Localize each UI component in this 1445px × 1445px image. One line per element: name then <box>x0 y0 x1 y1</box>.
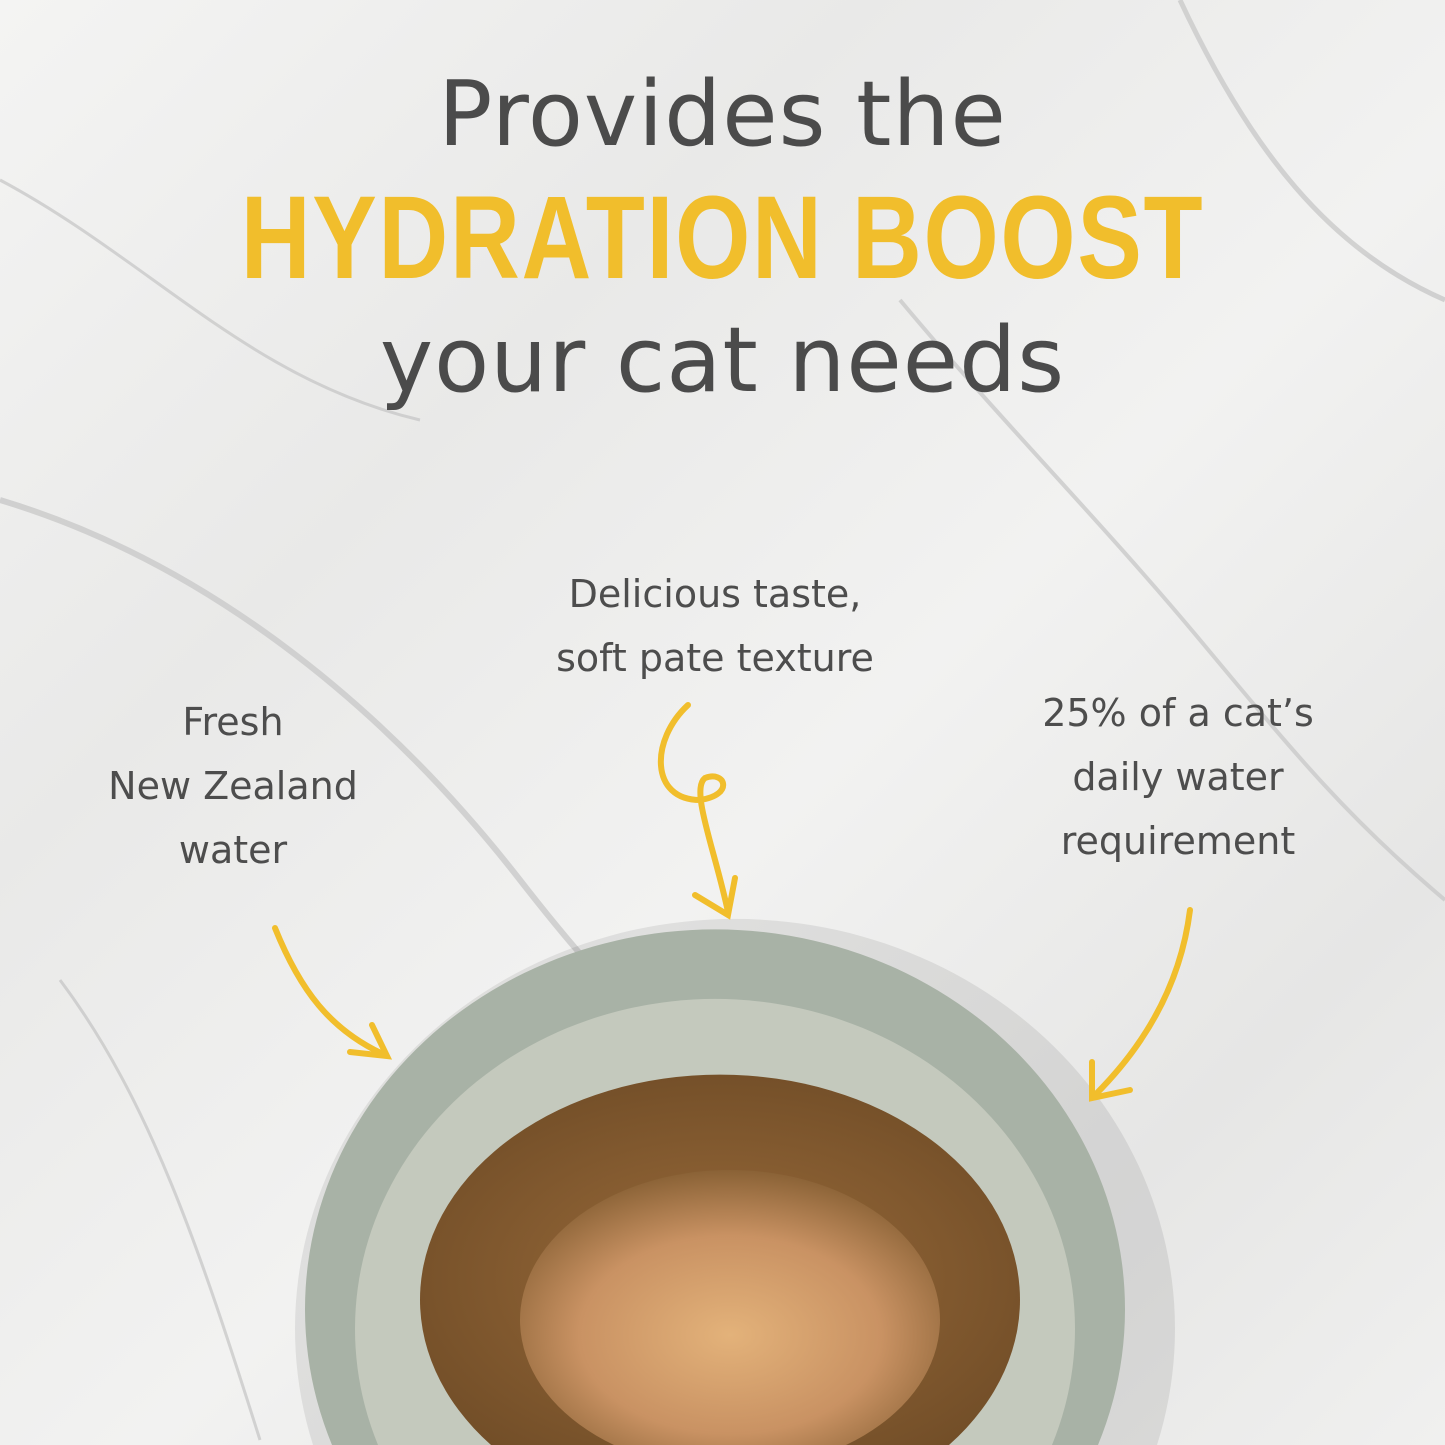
headline-line-1: Provides the <box>438 62 1007 167</box>
arrow-center-icon <box>657 702 731 915</box>
callout-requirement: 25% of a cat’s daily water requirement <box>958 681 1398 873</box>
arrow-left-head-icon <box>347 1022 393 1060</box>
arrow-left-icon <box>272 925 388 1058</box>
callout-line: Delicious taste, <box>568 572 862 616</box>
headline-accent: HYDRATION BOOST <box>240 172 1205 304</box>
callout-line: 25% of a cat’s <box>1042 691 1314 735</box>
arrow-right-head-icon <box>1089 1059 1133 1102</box>
callout-line: soft pate texture <box>556 636 874 680</box>
arrow-right-icon <box>1092 907 1193 1098</box>
callout-line: Fresh <box>182 700 284 744</box>
headline-line-3: your cat needs <box>379 308 1066 413</box>
arrows <box>272 702 1193 1102</box>
arrow-center-head-icon <box>692 875 738 920</box>
callout-taste: Delicious taste, soft pate texture <box>495 562 935 690</box>
callout-line: daily water <box>1072 755 1284 799</box>
callout-line: water <box>178 828 288 872</box>
callout-line: New Zealand <box>108 764 358 808</box>
pate <box>520 1169 941 1445</box>
callout-line: requirement <box>1060 819 1296 863</box>
callout-water: Fresh New Zealand water <box>13 690 453 882</box>
